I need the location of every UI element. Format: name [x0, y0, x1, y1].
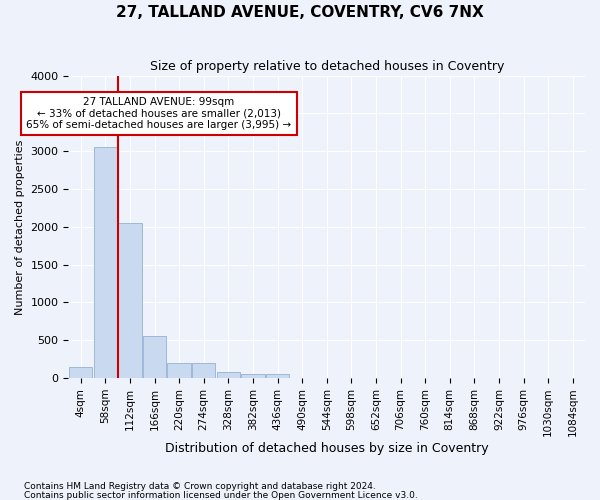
Bar	[217, 372, 240, 378]
Bar	[69, 367, 92, 378]
Text: Contains HM Land Registry data © Crown copyright and database right 2024.: Contains HM Land Registry data © Crown c…	[24, 482, 376, 491]
Bar	[167, 363, 191, 378]
Bar	[192, 363, 215, 378]
Text: 27, TALLAND AVENUE, COVENTRY, CV6 7NX: 27, TALLAND AVENUE, COVENTRY, CV6 7NX	[116, 5, 484, 20]
X-axis label: Distribution of detached houses by size in Coventry: Distribution of detached houses by size …	[165, 442, 488, 455]
Bar	[118, 223, 142, 378]
Text: Contains public sector information licensed under the Open Government Licence v3: Contains public sector information licen…	[24, 490, 418, 500]
Title: Size of property relative to detached houses in Coventry: Size of property relative to detached ho…	[149, 60, 504, 73]
Bar	[143, 336, 166, 378]
Bar	[94, 148, 117, 378]
Y-axis label: Number of detached properties: Number of detached properties	[15, 139, 25, 314]
Text: 27 TALLAND AVENUE: 99sqm
← 33% of detached houses are smaller (2,013)
65% of sem: 27 TALLAND AVENUE: 99sqm ← 33% of detach…	[26, 96, 292, 130]
Bar	[266, 374, 289, 378]
Bar	[241, 374, 265, 378]
